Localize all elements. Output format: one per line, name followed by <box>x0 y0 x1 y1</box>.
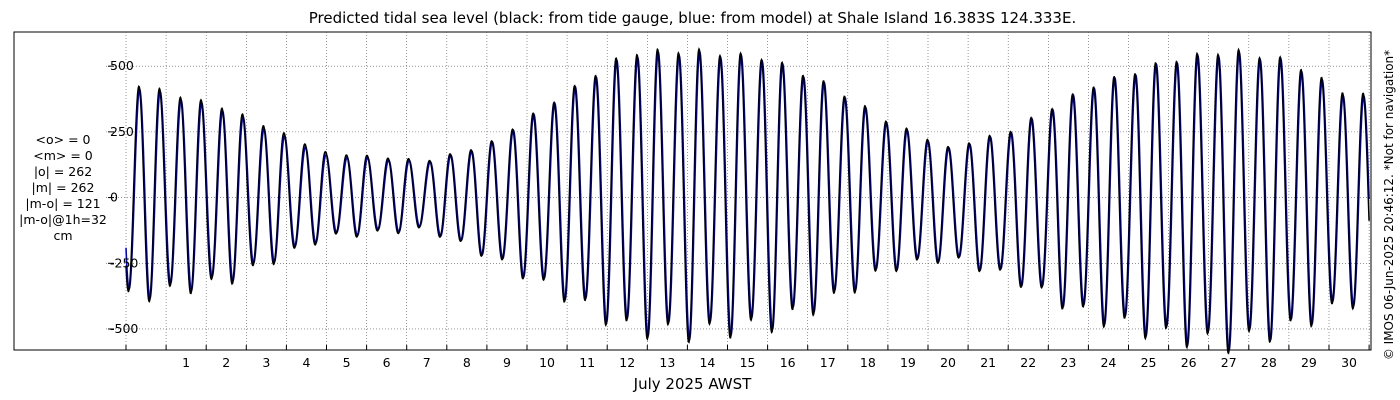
x-tick-label: 15 <box>740 355 756 370</box>
stat-abs-observed: |o| = 262 <box>33 164 93 179</box>
x-tick-label: 2 <box>222 355 230 370</box>
x-tick-label: 20 <box>940 355 956 370</box>
series-layer <box>125 47 1370 355</box>
x-tick-label: 7 <box>423 355 431 370</box>
x-tick-label: 17 <box>820 355 836 370</box>
stat-units: cm <box>53 228 73 243</box>
x-tick-label: 22 <box>1020 355 1036 370</box>
x-tick-label: 11 <box>579 355 595 370</box>
x-tick-label: 23 <box>1060 355 1076 370</box>
x-axis-label: July 2025 AWST <box>633 375 752 393</box>
x-tick-label: 14 <box>699 355 715 370</box>
x-tick-label: 5 <box>343 355 351 370</box>
y-tick-label: 500 <box>110 58 134 73</box>
stat-mean-model: <m> = 0 <box>33 148 93 163</box>
x-tick-label: 6 <box>383 355 391 370</box>
gauge-series-line <box>125 47 1370 355</box>
x-tick-label: 28 <box>1261 355 1277 370</box>
x-tick-label: 3 <box>262 355 270 370</box>
stat-abs-diff-1h: |m-o|@1h=32 <box>19 212 107 227</box>
stat-abs-diff: |m-o| = 121 <box>25 196 101 211</box>
x-tick-label: 10 <box>539 355 555 370</box>
copyright-notice: © IMOS 06-Jun-2025 20:46:12. *Not for na… <box>1382 49 1396 361</box>
x-tick-label: 4 <box>302 355 310 370</box>
x-tick-label: 27 <box>1221 355 1237 370</box>
chart-title: Predicted tidal sea level (black: from t… <box>308 9 1077 27</box>
x-tick-label: 26 <box>1181 355 1197 370</box>
stat-mean-observed: <o> = 0 <box>35 132 91 147</box>
x-tick-label: 8 <box>463 355 471 370</box>
x-tick-label: 13 <box>659 355 675 370</box>
y-tick-label: -500 <box>110 321 138 336</box>
x-tick-label: 1 <box>182 355 190 370</box>
x-tick-label: 29 <box>1301 355 1317 370</box>
x-tick-label: 18 <box>860 355 876 370</box>
y-tick-label: 250 <box>110 124 134 139</box>
stat-abs-model: |m| = 262 <box>31 180 95 195</box>
x-tick-label: 9 <box>503 355 511 370</box>
x-tick-label: 12 <box>619 355 635 370</box>
statistics-panel: <o> = 0 <m> = 0 |o| = 262 |m| = 262 |m-o… <box>0 132 126 244</box>
y-tick-label: -250 <box>110 255 138 270</box>
x-tick-label: 19 <box>900 355 916 370</box>
x-tick-label: 21 <box>980 355 996 370</box>
x-tick-label: 24 <box>1100 355 1116 370</box>
y-tick-label: 0 <box>110 190 118 205</box>
x-tick-label: 16 <box>780 355 796 370</box>
x-tick-label: 25 <box>1141 355 1157 370</box>
x-tick-label: 30 <box>1341 355 1357 370</box>
